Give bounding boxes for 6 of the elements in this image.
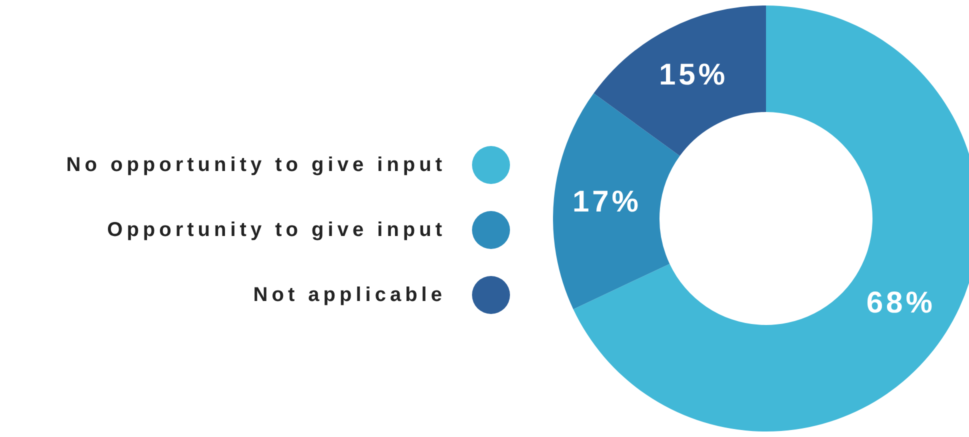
- data-label: 68%: [866, 286, 936, 320]
- data-label: 15%: [658, 58, 728, 92]
- data-label: 17%: [572, 186, 642, 219]
- legend-label: No opportunity to give input: [66, 154, 446, 176]
- legend-label: Opportunity to give input: [107, 218, 446, 242]
- legend-label: Not applicable: [253, 284, 446, 306]
